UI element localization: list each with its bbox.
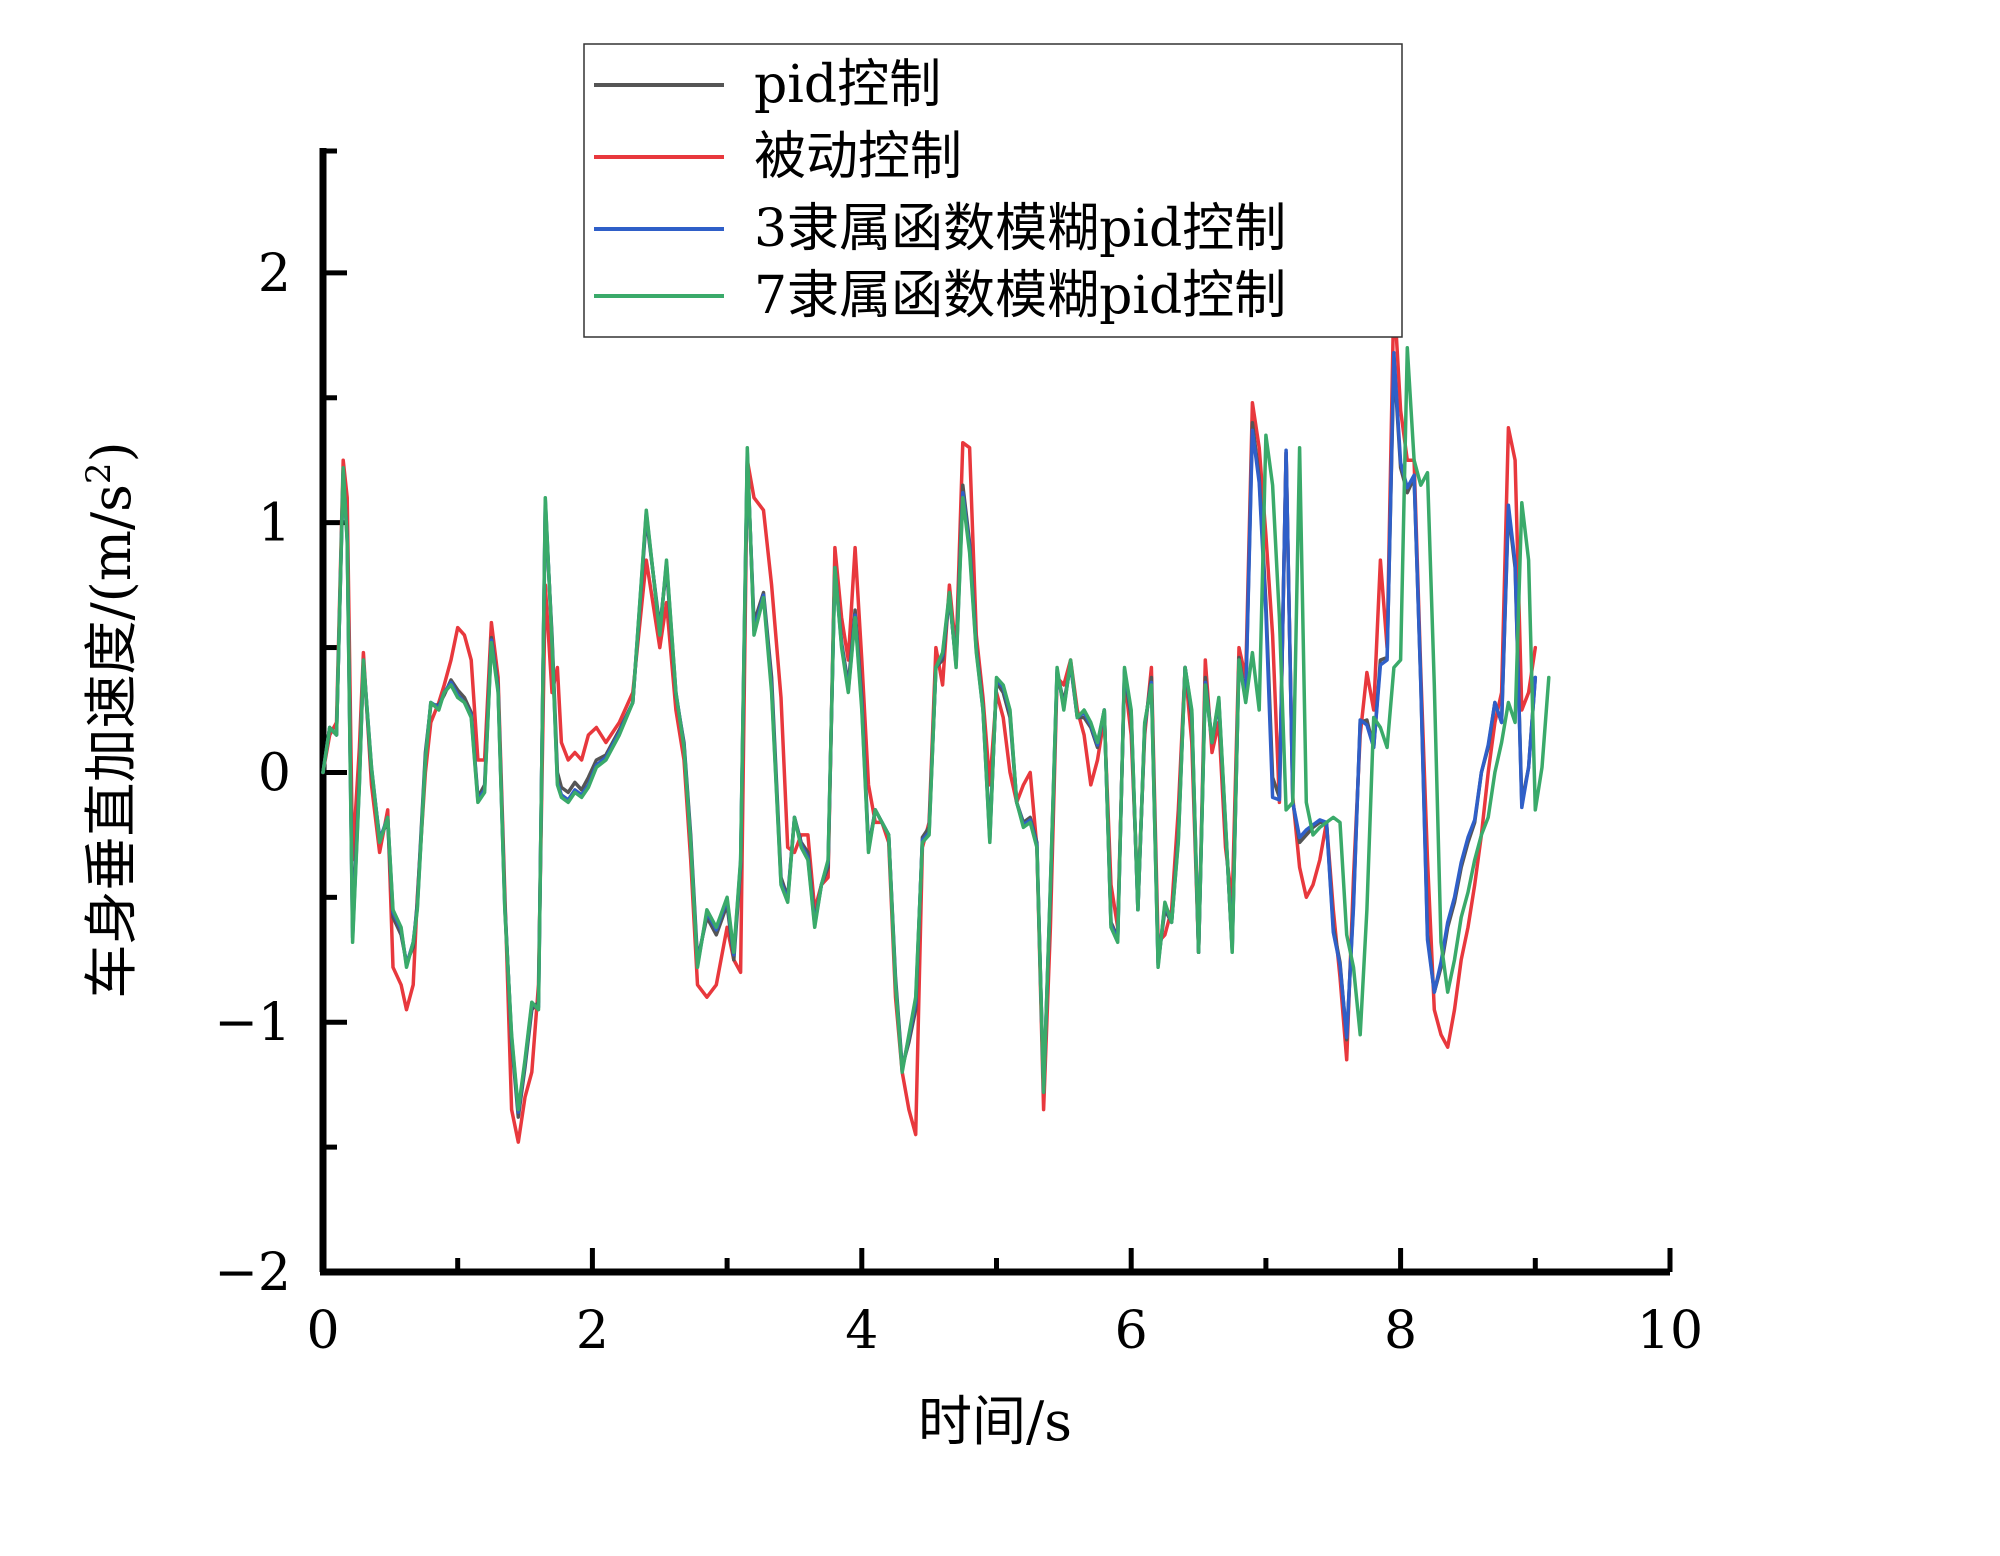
- legend-label-pid: pid控制: [754, 55, 941, 115]
- y-tick-label: −2: [214, 1243, 291, 1303]
- series-line-fuzzy7: [321, 346, 1551, 1112]
- x-axis-title: 时间/s: [918, 1390, 1072, 1453]
- y-tick-label: 2: [258, 244, 291, 304]
- y-axis-title-close: ): [80, 441, 143, 462]
- y-axis-title: 车身垂直加速度/(m/s2): [79, 441, 143, 998]
- x-tick-label: 6: [1115, 1301, 1148, 1361]
- y-axis-title-superscript: 2: [79, 463, 119, 485]
- x-tick-label: 8: [1384, 1301, 1417, 1361]
- y-tick-label: 0: [258, 743, 291, 803]
- ticks: [320, 148, 1673, 1275]
- legend-label-passive: 被动控制: [754, 127, 962, 187]
- x-tick-label: 10: [1637, 1301, 1703, 1361]
- series-group: [321, 291, 1551, 1144]
- legend-label-fuzzy7: 7隶属函数模糊pid控制: [754, 266, 1286, 326]
- x-tick-label: 4: [845, 1301, 878, 1361]
- y-tick-label: 1: [258, 494, 291, 554]
- tick-labels: 0 2 4 6 8 10 −2 −1 0 1 2: [214, 244, 1703, 1361]
- y-tick-label: −1: [214, 993, 291, 1053]
- y-axis-title-main: 车身垂直加速度/(m/s: [80, 484, 143, 998]
- legend: pid控制 被动控制 3隶属函数模糊pid控制 7隶属函数模糊pid控制: [583, 43, 1403, 338]
- x-tick-label: 2: [576, 1301, 609, 1361]
- x-tick-label: 0: [306, 1301, 339, 1361]
- legend-label-fuzzy3: 3隶属函数模糊pid控制: [754, 199, 1286, 259]
- legend-box: [583, 43, 1403, 338]
